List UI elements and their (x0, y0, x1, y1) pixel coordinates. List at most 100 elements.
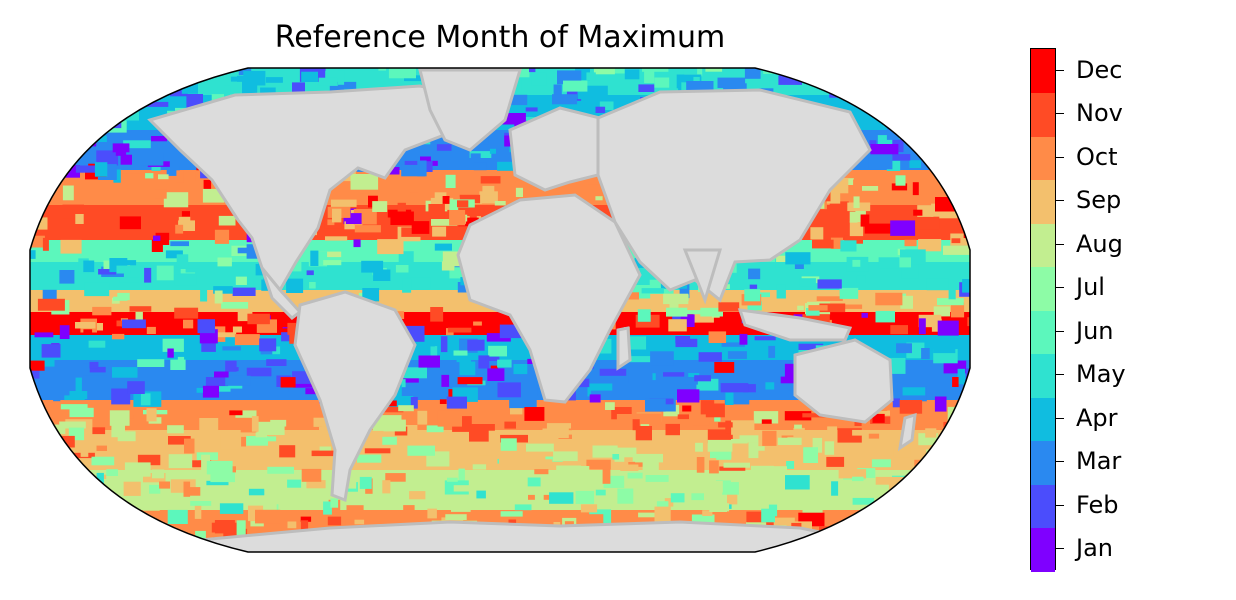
ocean-cell (85, 525, 101, 533)
ocean-cell (169, 89, 188, 97)
ocean-cell (650, 351, 674, 366)
ocean-cell (793, 427, 805, 440)
ocean-cell (112, 367, 138, 378)
ocean-cell (449, 267, 472, 279)
ocean-cell (888, 484, 906, 499)
ocean-cell (231, 367, 244, 372)
ocean-cell (677, 414, 689, 420)
ocean-cell (196, 387, 203, 393)
ocean-cell (361, 260, 384, 273)
ocean-cell (670, 493, 685, 503)
ocean-cell (102, 498, 121, 513)
ocean-cell (300, 516, 312, 522)
colorbar-segment-apr (1031, 397, 1055, 441)
ocean-cell (698, 352, 722, 362)
ocean-cell (900, 295, 913, 309)
ocean-cell (926, 141, 934, 157)
ocean-cell (980, 216, 1000, 222)
ocean-cell (460, 189, 475, 195)
ocean-cell (844, 68, 871, 75)
ocean-cell (857, 522, 882, 530)
ocean-cell (856, 275, 866, 283)
ocean-cell (937, 320, 959, 336)
ocean-cell (717, 77, 746, 88)
ocean-cell (151, 136, 167, 142)
ocean-cell (458, 207, 484, 215)
ocean-cell (762, 430, 777, 446)
ocean-cell (357, 454, 382, 463)
ocean-cell (142, 504, 160, 511)
central-america (260, 267, 303, 320)
ocean-cell (21, 364, 30, 377)
ocean-cell (531, 72, 547, 86)
ocean-cell (845, 510, 868, 522)
ocean-cell (923, 76, 935, 91)
ocean-cell (902, 361, 931, 371)
ocean-cell (769, 80, 785, 88)
ocean-cell (158, 174, 169, 180)
ocean-cell (52, 155, 60, 161)
ocean-cell (187, 487, 201, 496)
ocean-cell (938, 163, 966, 169)
ocean-cell (777, 437, 802, 445)
ocean-cell (977, 344, 992, 351)
ocean-cell (765, 382, 775, 390)
ocean-cell (34, 524, 62, 537)
ocean-cell (117, 292, 130, 301)
ocean-cell (59, 421, 86, 429)
ocean-cell (691, 514, 715, 524)
ocean-cell (89, 366, 106, 373)
ocean-cell (870, 144, 899, 155)
ocean-cell (785, 252, 811, 265)
ocean-cell (442, 196, 450, 204)
colorbar-label-jan: Jan (1076, 534, 1113, 563)
ocean-cell (260, 559, 284, 573)
ocean-cell (946, 98, 970, 112)
ocean-cell (83, 260, 95, 273)
ocean-cell (251, 416, 259, 432)
ocean-cell (589, 383, 613, 391)
ocean-cell (925, 156, 953, 164)
ocean-cell (225, 375, 251, 386)
ocean-cell (91, 456, 115, 466)
ocean-cell (453, 350, 468, 356)
ocean-cell (69, 391, 88, 399)
ocean-cell (111, 388, 131, 405)
ocean-cell (599, 368, 627, 376)
ocean-cell (30, 220, 40, 225)
ocean-cell (908, 500, 915, 513)
ocean-cell (382, 436, 397, 445)
ocean-cell (35, 138, 50, 150)
ocean-cell (575, 490, 595, 504)
ocean-cell (89, 361, 99, 369)
ocean-cell (201, 454, 211, 471)
ocean-cell (501, 343, 529, 358)
ocean-cell (60, 239, 82, 254)
ocean-cell (852, 259, 861, 267)
ocean-cell (437, 291, 466, 296)
ocean-cell (684, 377, 698, 385)
ocean-cell (529, 68, 536, 73)
ocean-cell (943, 87, 966, 93)
ocean-cell (413, 551, 440, 552)
ocean-cell (31, 136, 41, 143)
ocean-cell (168, 436, 191, 445)
ocean-cell (80, 446, 89, 457)
ocean-cell (934, 396, 947, 412)
ocean-cell (957, 560, 981, 574)
ocean-cell (30, 479, 46, 488)
ocean-cell (892, 522, 902, 533)
ocean-cell (861, 312, 868, 318)
ocean-cell (979, 260, 993, 272)
ocean-cell (689, 478, 716, 488)
ocean-cell (875, 292, 903, 306)
ocean-cell (667, 554, 685, 567)
ocean-cell (709, 506, 727, 512)
ocean-cell (731, 420, 755, 435)
ocean-cell (832, 443, 844, 455)
ocean-cell (447, 327, 472, 333)
ocean-cell (75, 140, 82, 150)
ocean-cell (201, 341, 216, 352)
ocean-cell (259, 502, 277, 511)
ocean-cell (344, 221, 363, 230)
